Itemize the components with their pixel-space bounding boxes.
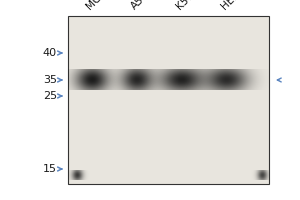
Text: K562: K562 bbox=[174, 0, 200, 11]
Text: 40: 40 bbox=[43, 48, 57, 58]
Text: 15: 15 bbox=[43, 164, 57, 174]
Text: 35: 35 bbox=[43, 75, 57, 85]
Text: A549: A549 bbox=[129, 0, 156, 11]
Text: 25: 25 bbox=[43, 91, 57, 101]
Bar bbox=[68, 16, 268, 184]
Text: HEK293: HEK293 bbox=[219, 0, 255, 11]
Text: MCF-7: MCF-7 bbox=[84, 0, 115, 11]
